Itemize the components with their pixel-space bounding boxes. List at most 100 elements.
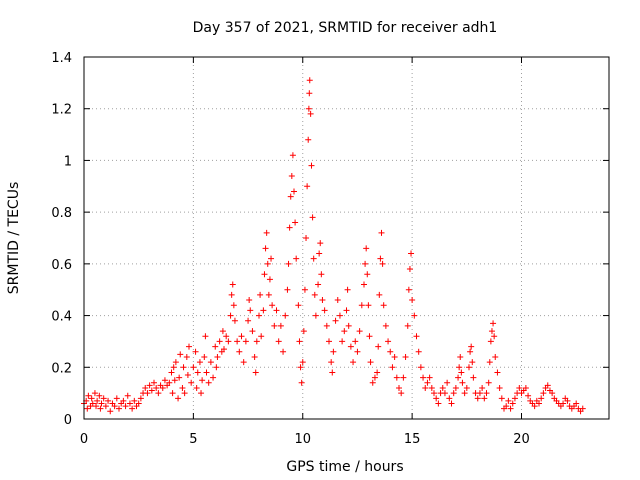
data-point [277, 322, 284, 329]
data-point [198, 390, 205, 397]
data-point [193, 384, 200, 391]
data-point [234, 338, 241, 345]
data-point [339, 338, 346, 345]
y-tick-label: 0.2 [51, 361, 72, 376]
data-point [522, 384, 529, 391]
data-point [420, 374, 427, 381]
data-point [321, 307, 328, 314]
data-point [317, 240, 324, 247]
data-point [329, 369, 336, 376]
data-point [422, 384, 429, 391]
data-point [354, 348, 361, 355]
data-point [334, 297, 341, 304]
data-point [246, 297, 253, 304]
data-point [94, 397, 101, 404]
y-tick-label: 1.4 [51, 51, 72, 66]
data-point [238, 333, 245, 340]
data-point [319, 297, 326, 304]
data-point [469, 359, 476, 366]
y-tick-label: 0.6 [51, 258, 72, 273]
data-point [332, 317, 339, 324]
data-point [415, 348, 422, 355]
data-point [135, 400, 142, 407]
data-point [507, 405, 514, 412]
data-point [400, 374, 407, 381]
data-point [229, 281, 236, 288]
data-point [573, 400, 580, 407]
x-tick-label: 0 [80, 432, 88, 447]
data-point [315, 281, 322, 288]
data-point [269, 302, 276, 309]
data-point [540, 390, 547, 397]
data-point [417, 364, 424, 371]
data-point [192, 348, 199, 355]
data-point [538, 395, 545, 402]
data-point [485, 379, 492, 386]
data-point [100, 395, 107, 402]
data-point [398, 390, 405, 397]
data-point [396, 384, 402, 391]
data-point [96, 392, 103, 399]
x-tick-label: 20 [513, 432, 530, 447]
data-point [446, 395, 453, 402]
data-point [97, 405, 104, 412]
data-point [227, 312, 234, 319]
data-point [312, 312, 319, 319]
data-point [184, 372, 191, 379]
data-point [199, 377, 206, 384]
data-point [190, 364, 197, 371]
data-point [364, 271, 371, 278]
data-point [406, 266, 413, 273]
data-point [505, 397, 512, 404]
data-point [89, 400, 96, 407]
data-point [153, 384, 160, 391]
data-point [424, 379, 431, 386]
data-point [479, 384, 486, 391]
data-point [498, 395, 505, 402]
chart-title: Day 357 of 2021, SRMTID for receiver adh… [193, 20, 498, 36]
data-point [245, 317, 252, 324]
data-point [433, 395, 440, 402]
data-point [288, 172, 295, 179]
data-point [496, 384, 503, 391]
data-point [221, 346, 227, 353]
data-point [280, 348, 287, 355]
data-point [369, 379, 376, 386]
data-point [225, 338, 232, 345]
data-point [470, 374, 477, 381]
data-point [292, 219, 299, 226]
y-tick-label: 1 [64, 154, 72, 169]
data-point [105, 397, 112, 404]
data-point [168, 369, 175, 376]
data-point [503, 403, 510, 410]
data-point [492, 353, 499, 360]
data-point [375, 343, 382, 350]
data-point [486, 359, 493, 366]
data-point [285, 260, 292, 267]
data-point [116, 405, 122, 412]
data-point [169, 390, 176, 397]
data-point [341, 328, 348, 335]
data-point [188, 379, 195, 386]
data-point [304, 183, 311, 190]
data-point [352, 338, 359, 345]
data-point [166, 379, 173, 386]
data-point [344, 286, 351, 293]
data-point [161, 377, 168, 384]
data-point [309, 214, 316, 221]
data-point [271, 322, 278, 329]
data-point [476, 390, 483, 397]
data-point [474, 395, 481, 402]
data-point [176, 374, 183, 381]
data-point [467, 348, 474, 355]
data-point [404, 322, 411, 329]
data-point [536, 400, 542, 407]
data-point [458, 369, 465, 376]
y-axis-label: SRMTID / TECUs [6, 182, 22, 295]
data-point [251, 353, 258, 360]
plot-frame [83, 56, 610, 420]
data-point [131, 397, 138, 404]
data-point [441, 390, 448, 397]
data-point [299, 359, 306, 366]
data-point [455, 374, 462, 381]
